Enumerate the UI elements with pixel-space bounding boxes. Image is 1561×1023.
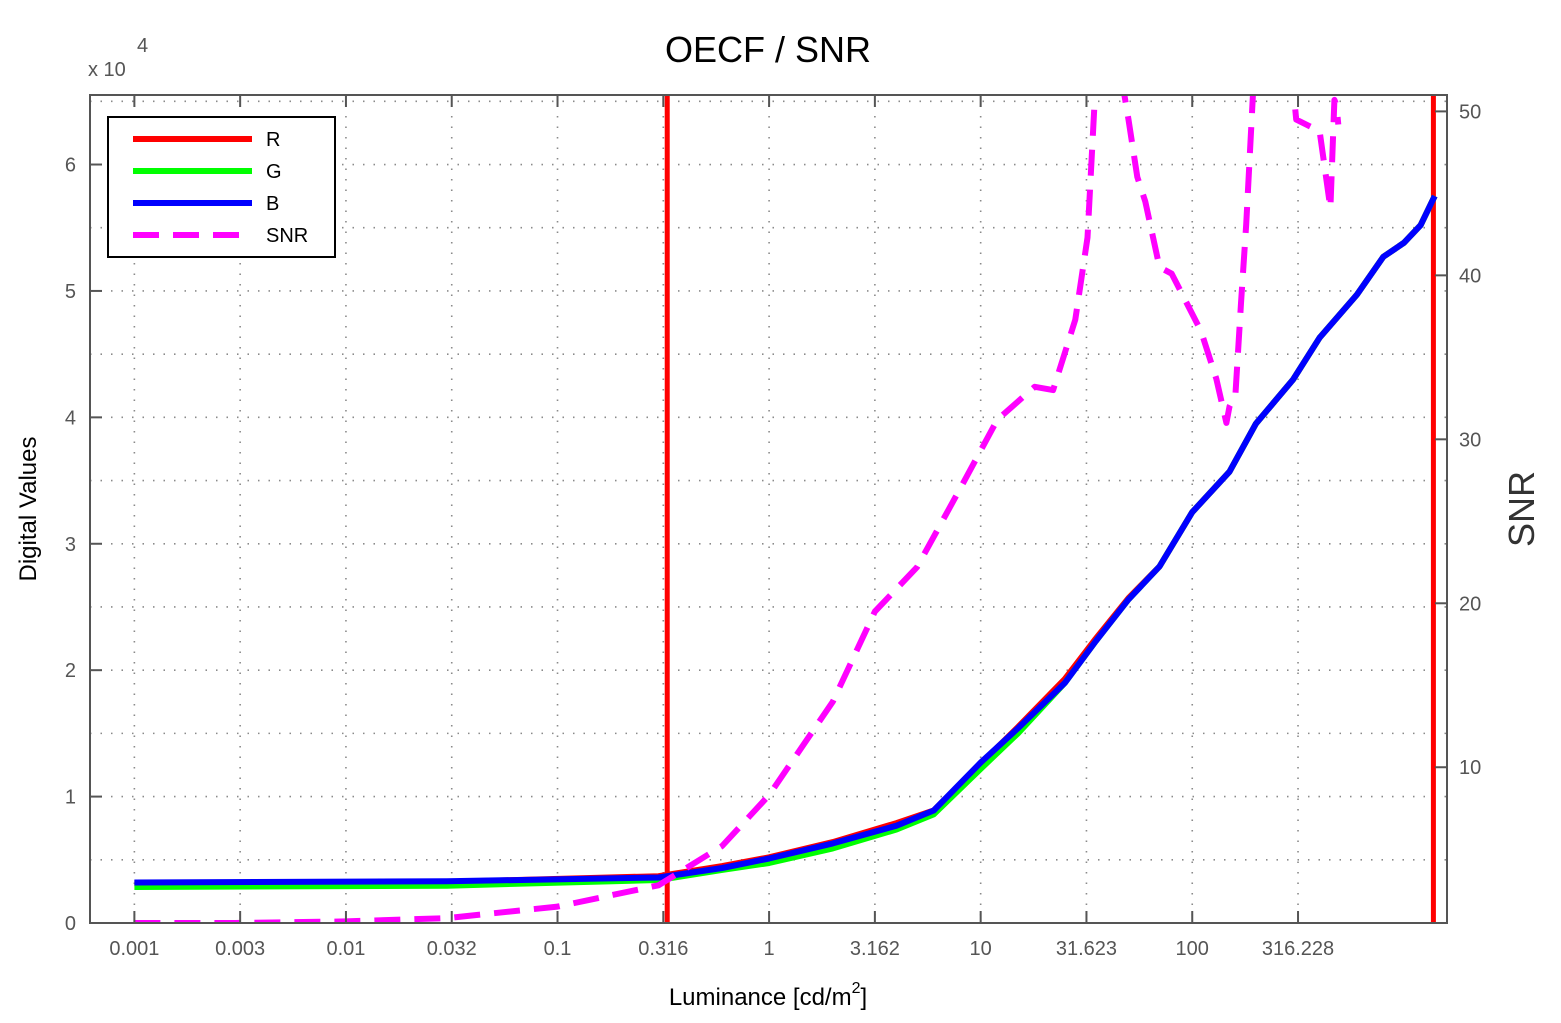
range-markers [664,95,1436,923]
legend-label-snr: SNR [266,225,308,247]
x-tick-label: 3.162 [850,938,900,960]
series-layer [134,95,1438,923]
legend-label-b: B [266,193,279,215]
x-tick-label: 0.032 [427,938,477,960]
chart-title: OECF / SNR [665,29,871,70]
x-axis-ticks: 0.001 0.003 0.01 0.032 0.1 0.316 1 3.162 10 31.62… [109,95,1334,960]
x-axis-label: Luminance [cd/m2] [669,980,867,1011]
y2-tick-label: 20 [1459,593,1481,615]
x-tick-label: 0.003 [215,938,265,960]
y-tick-label: 4 [65,407,76,429]
y-exponent: x 10 [88,59,126,81]
y-tick-label: 3 [65,534,76,556]
y2-tick-label: 40 [1459,265,1481,287]
y2-tick-label: 30 [1459,429,1481,451]
x-tick-label: 1 [764,938,775,960]
y-tick-label: 1 [65,787,76,809]
y-tick-label: 5 [65,281,76,303]
y-tick-label: 0 [65,913,76,935]
y2-axis-label: SNR [1501,471,1542,547]
y2-tick-label: 50 [1459,101,1481,123]
x-tick-label: 10 [970,938,992,960]
y-exponent-power: 4 [137,35,148,57]
legend-label-g: G [266,161,282,183]
y-tick-label: 6 [65,155,76,177]
legend: RGB SNR [107,116,336,258]
legend-label-r: R [266,129,280,151]
series-b-line [134,194,1438,886]
y-axis-label: Digital Values [15,437,42,582]
x-tick-label: 0.1 [544,938,572,960]
x-axis-label-sup: 2 [852,980,861,997]
x-tick-label: 31.623 [1056,938,1117,960]
y2-tick-label: 10 [1459,757,1481,779]
x-tick-label: 0.001 [109,938,159,960]
x-tick-label: 0.316 [638,938,688,960]
x-axis-label-main: Luminance [cd/m [669,984,852,1011]
x-axis-label-end: ] [861,984,868,1011]
x-tick-label: 316.228 [1262,938,1334,960]
x-tick-label: 0.01 [326,938,365,960]
y-axis-ticks: 0 1 2 3 4 5 6 [65,155,102,935]
x-tick-label: 100 [1176,938,1209,960]
y2-axis-ticks: 10 20 30 40 50 [1435,101,1481,779]
y-exponent-base: x 10 [88,59,126,81]
y-tick-label: 2 [65,660,76,682]
